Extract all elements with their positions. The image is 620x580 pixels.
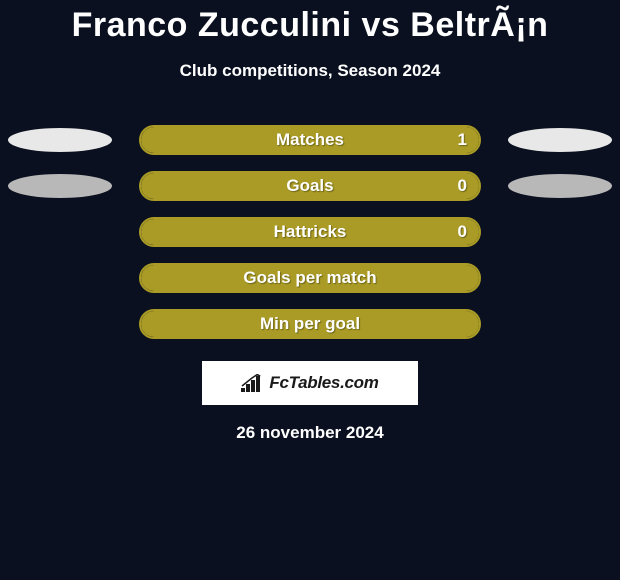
stat-bar: Hattricks 0 [139,217,481,247]
stat-bar: Matches 1 [139,125,481,155]
stat-label: Goals [286,176,333,196]
right-indicator-ellipse [508,128,612,152]
stat-label: Matches [276,130,344,150]
stat-label: Hattricks [274,222,347,242]
chart-title: Franco Zucculini vs BeltrÃ¡n [72,6,549,45]
stat-value: 0 [458,222,467,242]
chart-date: 26 november 2024 [236,423,383,443]
bar-chart-icon [241,374,265,392]
chart-subtitle: Club competitions, Season 2024 [180,61,441,81]
stat-row: Goals 0 [0,171,620,201]
source-label: FcTables.com [269,373,378,393]
stat-row: Goals per match [0,263,620,293]
stat-label: Goals per match [243,268,376,288]
stat-bar: Goals per match [139,263,481,293]
chart-container: Franco Zucculini vs BeltrÃ¡n Club compet… [0,0,620,443]
stats-area: Matches 1 Goals 0 Hattricks 0 Goals per match M… [0,125,620,339]
stat-row: Hattricks 0 [0,217,620,247]
stat-row: Min per goal [0,309,620,339]
left-indicator-ellipse [8,174,112,198]
stat-label: Min per goal [260,314,360,334]
stat-bar: Goals 0 [139,171,481,201]
stat-value: 0 [458,176,467,196]
stat-value: 1 [458,130,467,150]
right-indicator-ellipse [508,174,612,198]
source-badge: FcTables.com [202,361,418,405]
left-indicator-ellipse [8,128,112,152]
stat-row: Matches 1 [0,125,620,155]
stat-bar: Min per goal [139,309,481,339]
